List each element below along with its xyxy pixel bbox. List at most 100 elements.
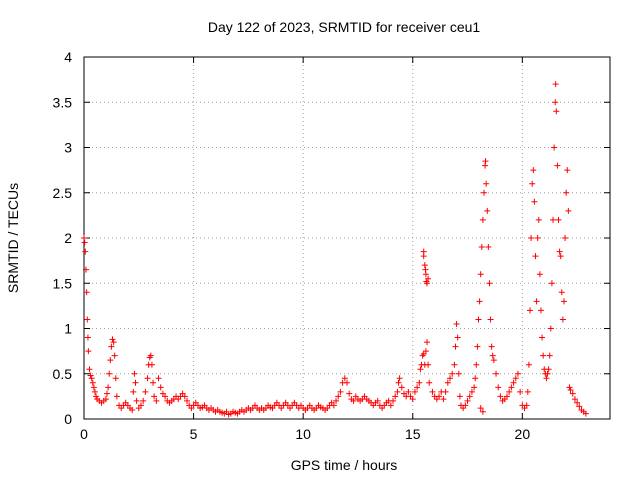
data-point bbox=[472, 375, 479, 382]
data-point bbox=[89, 379, 96, 386]
data-point bbox=[524, 388, 531, 395]
data-point bbox=[477, 271, 484, 278]
data-point bbox=[565, 207, 572, 214]
data-point bbox=[346, 390, 353, 397]
chart-title: Day 122 of 2023, SRMTID for receiver ceu… bbox=[208, 19, 481, 35]
data-point bbox=[374, 397, 381, 404]
data-point bbox=[147, 352, 154, 359]
data-point bbox=[421, 262, 428, 269]
data-point bbox=[512, 375, 519, 382]
data-point bbox=[536, 271, 543, 278]
data-point bbox=[530, 167, 537, 174]
data-point bbox=[409, 396, 416, 403]
y-tick-label: 3.5 bbox=[53, 94, 73, 110]
y-tick-label: 0 bbox=[64, 411, 72, 427]
data-point bbox=[506, 388, 513, 395]
data-point bbox=[411, 388, 418, 395]
data-point bbox=[82, 248, 89, 255]
y-tick-label: 0.5 bbox=[53, 366, 73, 382]
data-point bbox=[414, 384, 421, 391]
data-point bbox=[155, 375, 162, 382]
data-point bbox=[84, 316, 91, 323]
y-tick-label: 2 bbox=[64, 230, 72, 246]
data-point bbox=[490, 357, 497, 364]
data-point bbox=[569, 390, 576, 397]
data-point bbox=[341, 375, 348, 382]
data-point bbox=[420, 248, 427, 255]
data-point bbox=[454, 334, 461, 341]
data-point bbox=[456, 393, 463, 400]
data-point bbox=[582, 410, 589, 417]
data-point bbox=[559, 316, 566, 323]
data-point bbox=[333, 397, 340, 404]
data-point bbox=[444, 379, 451, 386]
data-point bbox=[476, 298, 483, 305]
data-point bbox=[109, 336, 116, 343]
y-tick-label: 2.5 bbox=[53, 185, 73, 201]
data-point bbox=[442, 388, 449, 395]
data-point bbox=[510, 379, 517, 386]
data-point bbox=[529, 180, 536, 187]
data-point bbox=[480, 189, 487, 196]
data-point bbox=[140, 397, 147, 404]
data-points bbox=[81, 81, 589, 418]
data-point bbox=[546, 352, 553, 359]
data-point bbox=[514, 370, 521, 377]
data-point bbox=[527, 307, 534, 314]
data-point bbox=[423, 339, 430, 346]
data-point bbox=[489, 352, 496, 359]
data-point bbox=[417, 366, 424, 373]
data-point bbox=[86, 366, 93, 373]
data-point bbox=[475, 316, 482, 323]
data-point bbox=[574, 399, 581, 406]
data-point bbox=[533, 298, 540, 305]
data-point bbox=[562, 235, 569, 241]
data-point bbox=[485, 244, 492, 251]
data-point bbox=[181, 393, 188, 400]
data-point bbox=[394, 388, 401, 395]
data-point bbox=[85, 348, 92, 355]
data-point bbox=[113, 393, 120, 400]
data-point bbox=[451, 361, 458, 368]
data-point bbox=[426, 379, 433, 386]
data-point bbox=[150, 379, 157, 386]
data-point bbox=[455, 370, 462, 377]
data-point bbox=[452, 343, 459, 350]
data-point bbox=[108, 343, 115, 350]
data-point bbox=[556, 248, 563, 255]
data-point bbox=[539, 334, 546, 341]
data-point bbox=[87, 372, 94, 379]
data-point bbox=[479, 216, 486, 223]
data-point bbox=[337, 388, 344, 395]
data-point bbox=[390, 397, 397, 404]
data-point bbox=[495, 384, 502, 391]
data-point bbox=[422, 266, 429, 273]
data-point bbox=[440, 396, 447, 403]
data-point bbox=[548, 280, 555, 287]
y-tick-label: 1 bbox=[64, 321, 72, 337]
data-point bbox=[523, 402, 530, 409]
x-tick-label: 0 bbox=[80, 426, 88, 442]
data-point bbox=[535, 216, 542, 223]
grid bbox=[84, 57, 610, 419]
data-point bbox=[392, 393, 399, 400]
data-point bbox=[148, 361, 155, 368]
data-point bbox=[422, 348, 429, 355]
data-point bbox=[560, 298, 567, 305]
data-point bbox=[137, 402, 144, 409]
x-tick-label: 15 bbox=[405, 426, 421, 442]
data-point bbox=[82, 266, 89, 273]
data-point bbox=[396, 375, 403, 382]
data-point bbox=[553, 108, 560, 115]
data-point bbox=[112, 375, 119, 382]
data-point bbox=[563, 189, 570, 196]
y-tick-label: 1.5 bbox=[53, 275, 73, 291]
data-point bbox=[132, 379, 139, 386]
x-tick-label: 20 bbox=[515, 426, 531, 442]
data-point bbox=[104, 390, 111, 397]
data-point bbox=[537, 307, 544, 314]
data-point bbox=[110, 339, 117, 346]
data-point bbox=[84, 334, 91, 341]
data-point bbox=[471, 384, 478, 391]
data-point bbox=[464, 397, 471, 404]
